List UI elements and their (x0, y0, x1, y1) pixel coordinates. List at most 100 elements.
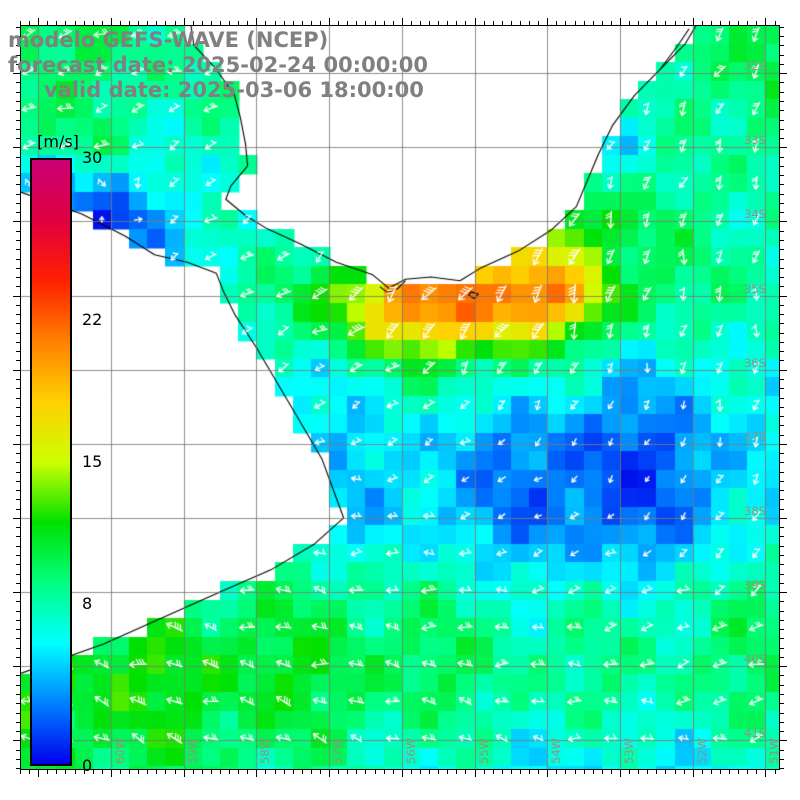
lon-label: 60W (112, 737, 127, 764)
tick-right (780, 240, 784, 241)
tick-right (780, 351, 784, 352)
tick-right (780, 509, 784, 510)
tick-left (13, 666, 20, 667)
tick-left (13, 221, 20, 222)
tick-bottom (220, 770, 221, 774)
tick-left (13, 296, 20, 297)
tick-bottom (275, 770, 276, 774)
tick-bottom (484, 770, 485, 774)
tick-bottom (175, 770, 176, 774)
tick-bottom (447, 770, 448, 774)
tick-right (780, 740, 787, 741)
tick-bottom (156, 770, 157, 774)
colorbar-tick-8: 8 (82, 593, 93, 613)
tick-right (780, 629, 784, 630)
tick-bottom (584, 770, 585, 774)
tick-bottom (402, 770, 403, 777)
tick-right (780, 27, 784, 28)
tick-right (780, 314, 784, 315)
lon-label: 59W (185, 737, 200, 764)
tick-right (780, 212, 784, 213)
colorbar-tick-30: 30 (82, 148, 103, 167)
tick-right (780, 296, 787, 297)
tick-right (780, 398, 784, 399)
tick-right (780, 147, 787, 148)
tick-bottom (665, 770, 666, 774)
lon-label: 54W (549, 737, 564, 764)
tick-right (780, 231, 784, 232)
tick-right (780, 407, 784, 408)
tick-bottom (365, 770, 366, 774)
tick-bottom (620, 770, 621, 777)
tick-bottom (575, 770, 576, 774)
tick-top (693, 18, 694, 25)
tick-bottom (602, 770, 603, 774)
tick-bottom (302, 770, 303, 774)
tick-bottom (320, 770, 321, 774)
tick-right (780, 175, 784, 176)
tick-bottom (393, 770, 394, 774)
tick-top (111, 18, 112, 25)
tick-right (780, 286, 784, 287)
tick-right (780, 277, 784, 278)
tick-right (780, 713, 784, 714)
tick-left (13, 740, 20, 741)
tick-right (780, 657, 784, 658)
tick-right (780, 342, 784, 343)
tick-right (780, 574, 784, 575)
tick-right (780, 323, 784, 324)
tick-right (780, 268, 784, 269)
tick-bottom (138, 770, 139, 774)
tick-right (780, 305, 784, 306)
tick-bottom (75, 770, 76, 774)
tick-bottom (502, 770, 503, 774)
tick-right (780, 583, 784, 584)
tick-bottom (765, 770, 766, 777)
tick-right (780, 601, 784, 602)
tick-bottom (102, 770, 103, 774)
tick-top (547, 18, 548, 25)
lon-label: 53W (622, 737, 636, 764)
tick-bottom (229, 770, 230, 774)
tick-left (13, 73, 20, 74)
tick-bottom (20, 770, 21, 774)
tick-bottom (756, 770, 757, 774)
lon-label: 57W (331, 737, 346, 764)
tick-right (780, 620, 784, 621)
tick-right (780, 249, 784, 250)
lat-label: 34S (744, 207, 766, 222)
tick-top (256, 18, 257, 25)
tick-bottom (565, 770, 566, 774)
tick-right (780, 518, 787, 519)
tick-right (780, 435, 784, 436)
tick-bottom (520, 770, 521, 774)
colorbar (30, 158, 72, 766)
tick-right (780, 675, 784, 676)
tick-right (780, 536, 784, 537)
colorbar-tick-15: 15 (82, 452, 103, 471)
tick-bottom (465, 770, 466, 774)
map-plot-area: 32S33S34S35S36S37S38S39S40S41S61W60W59W5… (20, 25, 780, 770)
tick-bottom (238, 770, 239, 774)
tick-bottom (729, 770, 730, 774)
colorbar-unit-label: [m/s] (37, 132, 79, 151)
tick-bottom (747, 770, 748, 774)
tick-bottom (693, 770, 694, 777)
tick-bottom (329, 770, 330, 777)
tick-bottom (629, 770, 630, 774)
tick-right (780, 64, 784, 65)
tick-bottom (611, 770, 612, 774)
tick-right (780, 138, 784, 139)
tick-bottom (120, 770, 121, 774)
tick-right (780, 166, 784, 167)
tick-bottom (438, 770, 439, 774)
tick-top (329, 18, 330, 25)
tick-bottom (384, 770, 385, 774)
tick-bottom (529, 770, 530, 774)
tick-right (780, 194, 784, 195)
tick-bottom (456, 770, 457, 774)
tick-right (780, 694, 784, 695)
tick-right (780, 92, 784, 93)
tick-right (780, 472, 784, 473)
tick-bottom (211, 770, 212, 774)
